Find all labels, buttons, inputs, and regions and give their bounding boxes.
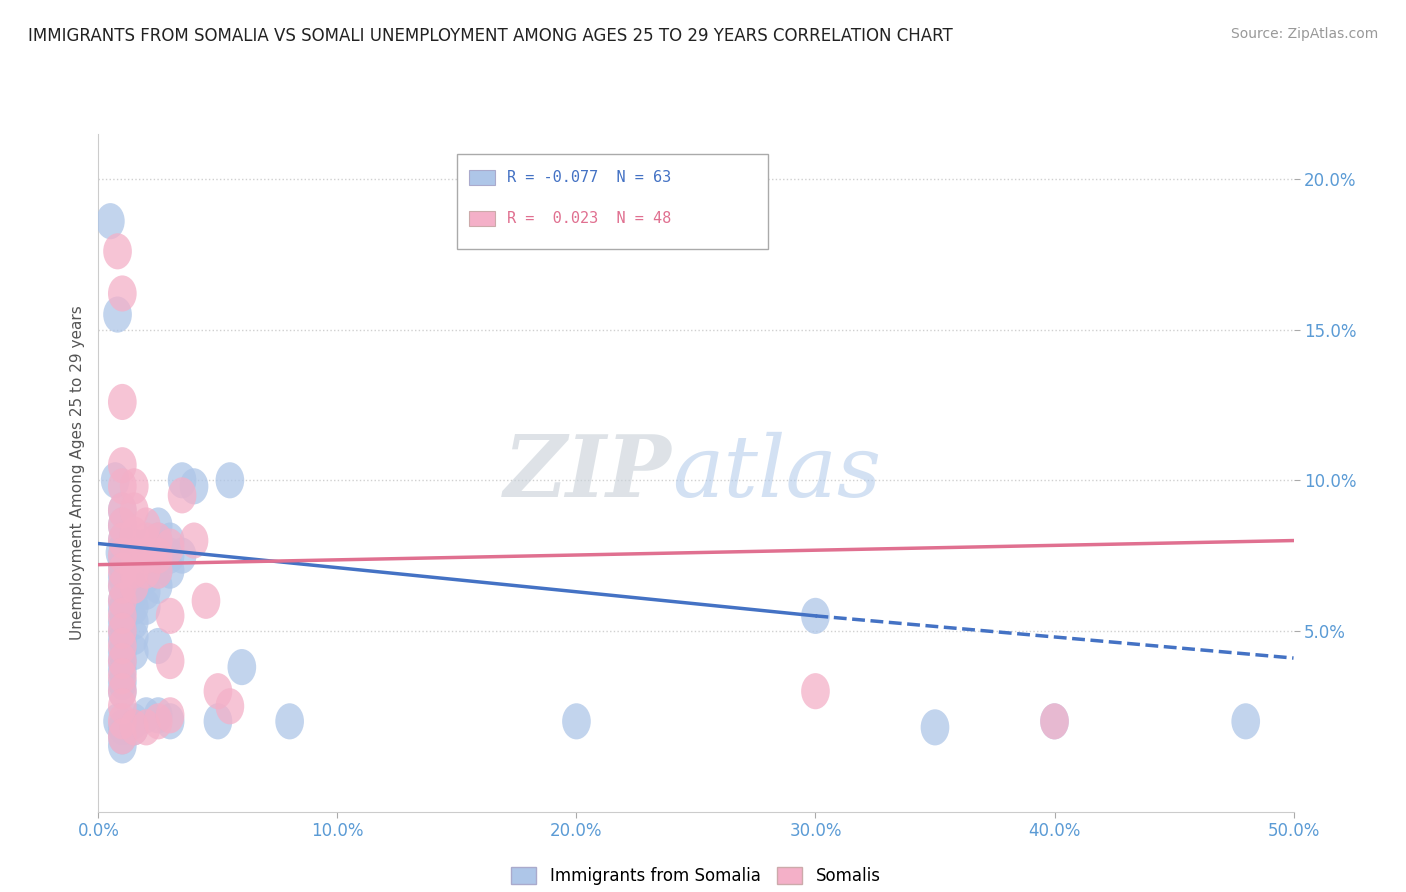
Text: ZIP: ZIP [505,431,672,515]
Text: IMMIGRANTS FROM SOMALIA VS SOMALI UNEMPLOYMENT AMONG AGES 25 TO 29 YEARS CORRELA: IMMIGRANTS FROM SOMALIA VS SOMALI UNEMPL… [28,27,953,45]
FancyBboxPatch shape [457,154,768,249]
Legend: Immigrants from Somalia, Somalis: Immigrants from Somalia, Somalis [505,860,887,891]
FancyBboxPatch shape [470,170,495,186]
Y-axis label: Unemployment Among Ages 25 to 29 years: Unemployment Among Ages 25 to 29 years [69,305,84,640]
Text: R = -0.077  N = 63: R = -0.077 N = 63 [508,170,672,186]
Text: atlas: atlas [672,432,882,514]
FancyBboxPatch shape [470,211,495,226]
Text: R =  0.023  N = 48: R = 0.023 N = 48 [508,211,672,226]
Text: Source: ZipAtlas.com: Source: ZipAtlas.com [1230,27,1378,41]
